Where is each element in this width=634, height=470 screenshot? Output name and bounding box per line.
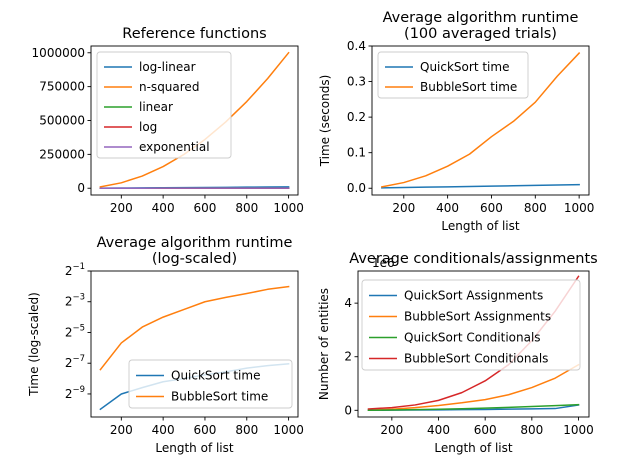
y-axis-label: Number of entities — [317, 288, 331, 400]
x-tick-label: 800 — [520, 423, 543, 437]
legend-box — [361, 279, 581, 371]
series-line-1 — [381, 183, 580, 189]
y-tick-label: 0.1 — [347, 146, 366, 160]
x-axis-label: Length of list — [434, 441, 513, 455]
y-tick-label: 250000 — [39, 147, 85, 161]
y-tick-label: 0 — [344, 403, 352, 417]
x-tick-label: 400 — [152, 423, 175, 437]
x-axis-label: Length of list — [441, 219, 520, 233]
y-tick-label: 2−1 — [65, 262, 85, 278]
series-line-2 — [99, 285, 290, 371]
legend-entry: BubbleSort Conditionals — [404, 352, 548, 366]
legend: QuickSort Assignments BubbleSort Assignme… — [361, 279, 581, 371]
y-tick-label: 500000 — [39, 114, 85, 128]
y-tick-label: 2−5 — [65, 323, 85, 339]
chart-1: 200 400 600 800 1000 0 250000 500000 750000 10000… — [32, 26, 304, 215]
y-tick-label: 2 — [344, 350, 352, 364]
legend-entry: log-linear — [139, 60, 196, 74]
x-tick-label: 200 — [110, 423, 133, 437]
x-axis-label: Length of list — [155, 441, 234, 455]
y-tick-label: 750000 — [39, 80, 85, 94]
y-tick-label: 1000000 — [32, 46, 85, 60]
legend-entry: linear — [139, 100, 173, 114]
legend-entry: QuickSort time — [420, 60, 509, 74]
x-tick-label: 1000 — [273, 201, 304, 215]
y-tick-label: 0 — [77, 181, 85, 195]
legend: QuickSort time BubbleSort time — [128, 359, 293, 409]
x-tick-label: 200 — [380, 423, 403, 437]
y-tick-label: 0.0 — [347, 181, 366, 195]
x-tick-label: 1000 — [273, 423, 304, 437]
x-tick-label: 400 — [427, 423, 450, 437]
legend-entry: QuickSort Assignments — [404, 289, 543, 303]
x-tick-label: 800 — [235, 201, 258, 215]
x-tick-label: 1000 — [563, 423, 594, 437]
legend-entry: n-squared — [139, 80, 199, 94]
legend-entry: BubbleSort Assignments — [404, 310, 551, 324]
chart-title: Reference functions — [122, 26, 266, 42]
legend-entry: BubbleSort time — [420, 80, 517, 94]
chart-2: 200 400 600 800 1000 0.0 0.1 0.2 0.3 0.4 Average a… — [318, 10, 594, 233]
chart-title: (log-scaled) — [152, 251, 237, 267]
y-tick-label: 2−7 — [65, 354, 85, 370]
y-axis-label: Time (seconds) — [318, 75, 332, 168]
x-tick-label: 400 — [436, 201, 459, 215]
legend-box — [128, 359, 293, 409]
x-tick-label: 200 — [392, 201, 415, 215]
y-tick-label: 0.2 — [347, 110, 366, 124]
x-tick-label: 600 — [194, 423, 217, 437]
y-tick-label: 2−9 — [65, 385, 85, 401]
x-tick-label: 400 — [152, 201, 175, 215]
axes-frame — [371, 45, 590, 196]
y-tick-label: 0.4 — [347, 39, 366, 53]
x-tick-label: 800 — [235, 423, 258, 437]
legend-entry: exponential — [139, 140, 210, 154]
offset-text: 1e6 — [372, 256, 395, 270]
legend: log-linear n-squared linear log exponential — [96, 51, 232, 159]
legend: QuickSort time BubbleSort time — [377, 51, 529, 99]
x-tick-label: 600 — [194, 201, 217, 215]
y-tick-label: 0.3 — [347, 75, 366, 89]
series-line-2 — [367, 363, 580, 411]
legend-box — [96, 51, 232, 159]
chart-title: Average conditionals/assignments — [349, 251, 597, 267]
x-tick-label: 1000 — [564, 201, 595, 215]
chart-title: (100 averaged trials) — [404, 26, 557, 42]
chart-title: Average algorithm runtime — [97, 235, 293, 251]
x-tick-label: 600 — [480, 201, 503, 215]
y-axis-label: Time (log-scaled) — [27, 292, 41, 397]
series-line-2 — [380, 52, 581, 188]
legend-entry: QuickSort time — [171, 369, 260, 383]
chart-title: Average algorithm runtime — [383, 10, 579, 26]
legend-entry: QuickSort Conditionals — [404, 331, 541, 345]
y-tick-label: 4 — [344, 296, 352, 310]
y-tick-label: 2−3 — [65, 293, 85, 309]
chart-3: 200 400 600 800 1000 2−9 2−7 2−5 2−3 2−1 Average a… — [27, 235, 304, 455]
legend-entry: log — [139, 120, 157, 134]
series-line-3 — [367, 403, 580, 411]
x-tick-label: 200 — [110, 201, 133, 215]
x-tick-label: 800 — [524, 201, 547, 215]
legend-box — [377, 51, 529, 99]
axes-frame — [90, 270, 299, 418]
x-tick-label: 600 — [474, 423, 497, 437]
legend-entry: BubbleSort time — [171, 390, 268, 404]
axes-frame — [357, 270, 590, 418]
